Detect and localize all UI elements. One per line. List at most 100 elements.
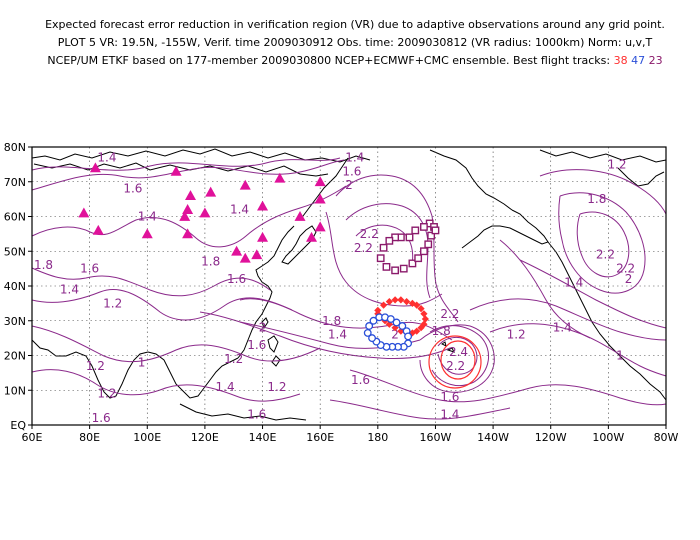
- contour-value-label: 1.2: [507, 328, 526, 342]
- track-point-diamond: [417, 324, 425, 332]
- contour-value-label: 2: [345, 178, 353, 192]
- coastline-china-east: [237, 225, 295, 359]
- header-line-2: PLOT 5 VR: 19.5N, -155W, Verif. time 200…: [58, 36, 653, 49]
- x-tick-label: 160E: [306, 431, 334, 444]
- contour-value-label: 1.6: [123, 182, 142, 196]
- y-tick-label: 60N: [4, 211, 26, 224]
- coastline-north-america-north: [539, 149, 667, 163]
- contour-line: [329, 399, 511, 420]
- contour-line: [499, 239, 591, 339]
- x-tick-label: 80E: [79, 431, 100, 444]
- track-point-square: [420, 223, 428, 231]
- contour-value-label: 2.2: [440, 307, 459, 321]
- track-point-diamond: [417, 304, 425, 313]
- observation-site-triangle: [78, 207, 90, 218]
- contour-value-label: 1.6: [227, 272, 246, 286]
- observation-site-triangle: [170, 165, 182, 176]
- contour-line: [31, 325, 321, 363]
- contour-line: [31, 267, 271, 297]
- y-tick-label: 70N: [4, 176, 26, 189]
- observation-site-triangle: [239, 179, 251, 190]
- y-tick-label: 50N: [4, 245, 26, 258]
- track-point-diamond: [421, 315, 429, 323]
- track-point-diamond: [420, 310, 428, 318]
- coastlines: [31, 148, 667, 421]
- x-tick-label: 180: [367, 431, 388, 444]
- contour-value-label: 1.8: [587, 192, 606, 206]
- observation-site-triangle: [179, 211, 191, 221]
- contour-line: [325, 211, 443, 307]
- contour-value-label: 2.2: [354, 241, 373, 255]
- track-point-diamond: [413, 301, 421, 309]
- observation-site-triangle: [205, 186, 217, 197]
- contour-value-label: 1.6: [440, 390, 459, 404]
- track-point-diamond: [413, 327, 421, 335]
- track-id-47: 47: [628, 54, 646, 67]
- contour-value-label: 1.4: [564, 276, 583, 290]
- x-tick-label: 100E: [133, 431, 161, 444]
- coastline-taiwan-philippines: [261, 317, 281, 367]
- contour-line: [335, 174, 459, 323]
- contour-value-label: 2.2: [446, 359, 465, 373]
- y-tick-label: 80N: [4, 141, 26, 154]
- coastline-alaska-peninsula: [461, 209, 549, 249]
- track-point-square: [427, 231, 436, 240]
- coastline-north-asia: [31, 148, 371, 163]
- x-tick-label: 80W: [654, 431, 679, 444]
- observation-sites: [78, 162, 326, 263]
- contour-value-label: 2.2: [616, 262, 635, 276]
- track-point-diamond: [408, 329, 416, 337]
- contour-value-label: 2: [391, 328, 399, 342]
- contour-value-label: 1.2: [86, 359, 105, 373]
- contour-value-label: 2.2: [360, 227, 379, 241]
- contour-labels: 1.41.61.41.8 1.61.41.21.41.81.621.61.81.4…: [34, 150, 635, 425]
- track-point-square: [399, 264, 408, 273]
- contour-value-label: 1.6: [351, 373, 370, 387]
- header-line-1: Expected forecast error reduction in ver…: [45, 18, 665, 31]
- track-point-circle: [386, 315, 395, 323]
- track-point-diamond: [391, 296, 399, 304]
- track-id-23: 23: [645, 54, 663, 67]
- observation-site-triangle: [306, 231, 318, 242]
- contour-value-label: 2.2: [596, 248, 615, 262]
- contour-value-label: 1.2: [103, 296, 122, 310]
- y-tick-label: 40N: [4, 280, 26, 293]
- contour-value-label: 2: [259, 321, 267, 335]
- coastline-north-asia-inner: [33, 162, 329, 177]
- x-tick-label: 120W: [535, 431, 567, 444]
- track-point-circle: [369, 316, 378, 325]
- contour-value-label: 1.6: [247, 338, 266, 352]
- observation-site-triangle: [251, 249, 263, 260]
- contour-line: [355, 224, 414, 267]
- track-point-square: [431, 226, 440, 235]
- x-tick-label: 100W: [592, 431, 624, 444]
- contour-line: [437, 337, 478, 375]
- contour-line: [31, 369, 301, 402]
- contour-value-label: 1.4: [328, 328, 347, 342]
- track-point-square: [420, 247, 428, 256]
- track-point-square: [408, 259, 417, 268]
- contour-line: [31, 157, 341, 171]
- observation-site-triangle: [257, 231, 269, 242]
- y-tick-label: 20N: [4, 350, 26, 363]
- contour-value-label: 1.4: [97, 150, 116, 164]
- track-point-circle: [365, 322, 374, 330]
- graticule: [32, 147, 666, 425]
- coastline-arabia-india: [31, 339, 149, 399]
- track-point-square: [391, 266, 400, 275]
- y-tick-label: 10N: [4, 384, 26, 397]
- contour-line: [349, 369, 667, 406]
- observation-site-triangle: [185, 190, 196, 201]
- verification-circle-inner: [440, 340, 476, 380]
- coastline-japan: [281, 225, 317, 265]
- track-point-diamond: [391, 324, 399, 332]
- axis-ticks: 60E 80E 100E 120E 140E 160E 180 160W 140W 120W 100…: [4, 141, 679, 444]
- contour-value-label: 1.2: [607, 157, 626, 171]
- contour-line: [429, 325, 489, 386]
- verification-circle-outer: [428, 335, 482, 389]
- track-point-diamond: [420, 320, 428, 328]
- contour-line: [539, 169, 667, 215]
- coastline-hawaii: [441, 341, 455, 353]
- track-point-diamond: [403, 298, 411, 306]
